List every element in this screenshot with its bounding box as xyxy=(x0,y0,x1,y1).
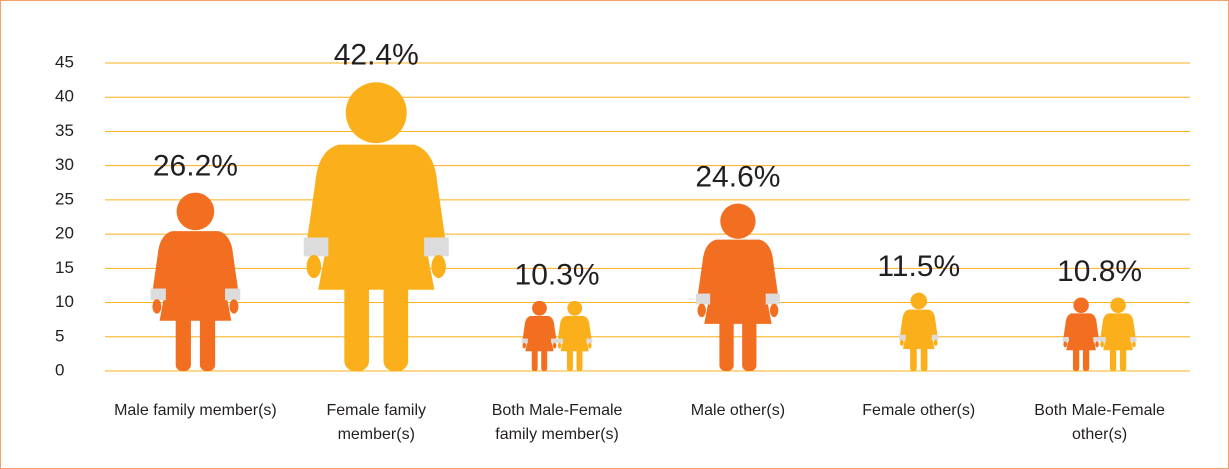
leg xyxy=(920,345,928,371)
person-icon xyxy=(1062,297,1100,371)
sleeve xyxy=(899,334,906,340)
sleeve xyxy=(150,288,166,301)
hand xyxy=(552,342,557,349)
body xyxy=(557,316,592,352)
head xyxy=(910,292,928,310)
x-tick-label: Female family member(s) xyxy=(326,402,427,443)
head xyxy=(532,300,547,316)
leg xyxy=(199,313,216,371)
y-tick-label: 40 xyxy=(55,87,74,106)
leg xyxy=(541,348,548,371)
y-tick-label: 35 xyxy=(55,121,74,140)
x-tick-label: Both Male-Female family member(s) xyxy=(491,402,623,443)
hand xyxy=(557,342,562,349)
leg xyxy=(1072,347,1080,371)
hand xyxy=(1063,341,1068,348)
value-label: 10.3% xyxy=(515,258,600,291)
hand xyxy=(1132,341,1136,348)
leg xyxy=(576,348,583,371)
y-tick-label: 10 xyxy=(55,292,74,311)
head xyxy=(345,82,407,144)
sleeve xyxy=(931,334,939,340)
person-icon xyxy=(303,82,449,371)
person-icon xyxy=(557,300,593,371)
sleeve xyxy=(586,338,593,344)
hand xyxy=(1100,341,1105,348)
body xyxy=(306,144,446,290)
head xyxy=(1110,297,1126,313)
body xyxy=(899,309,938,349)
hand xyxy=(152,299,162,314)
sleeve xyxy=(1099,336,1106,342)
hand xyxy=(769,303,779,318)
y-tick-label: 20 xyxy=(55,224,74,243)
sleeve xyxy=(424,237,449,257)
hand xyxy=(522,342,527,349)
leg xyxy=(719,317,734,371)
person-icon xyxy=(1099,297,1137,371)
leg xyxy=(910,345,917,371)
y-tick-label: 25 xyxy=(55,189,74,208)
hand xyxy=(1095,341,1099,348)
leg xyxy=(1082,347,1090,371)
head xyxy=(720,203,756,239)
x-tick-label: Female other(s) xyxy=(862,402,976,419)
person-icon xyxy=(521,300,558,371)
y-tick-label: 45 xyxy=(55,52,74,71)
sleeve xyxy=(695,293,711,305)
person-icon xyxy=(150,192,241,371)
body xyxy=(152,231,239,321)
leg xyxy=(1119,347,1127,371)
hand xyxy=(431,254,446,279)
leg xyxy=(344,278,369,371)
y-tick-label: 30 xyxy=(55,155,74,174)
head xyxy=(567,300,583,316)
person-icon xyxy=(695,203,781,371)
leg xyxy=(566,348,573,371)
hand xyxy=(933,339,938,346)
sleeve xyxy=(225,288,241,301)
sleeve xyxy=(1062,336,1069,342)
hand xyxy=(697,303,706,318)
body xyxy=(1100,313,1136,351)
hand xyxy=(306,254,322,279)
leg xyxy=(175,313,191,371)
sleeve xyxy=(1093,336,1100,342)
sleeve xyxy=(765,293,781,305)
value-label: 24.6% xyxy=(695,161,780,194)
body xyxy=(1063,313,1099,351)
hand xyxy=(588,342,592,349)
sleeve xyxy=(557,338,564,344)
x-tick-label: Both Male-Female other(s) xyxy=(1034,402,1165,443)
x-tick-label: Male other(s) xyxy=(690,402,786,419)
value-label: 42.4% xyxy=(334,39,419,72)
y-tick-label: 0 xyxy=(55,360,64,379)
value-label: 10.8% xyxy=(1057,255,1142,288)
sleeve xyxy=(521,338,528,344)
sleeve xyxy=(303,237,329,257)
head xyxy=(1073,297,1089,313)
leg xyxy=(531,348,538,371)
y-tick-label: 5 xyxy=(55,326,64,345)
head xyxy=(176,192,215,231)
value-label: 26.2% xyxy=(153,150,238,183)
body xyxy=(697,239,779,324)
value-label: 11.5% xyxy=(877,250,960,283)
leg xyxy=(383,278,409,371)
sleeve xyxy=(551,338,558,344)
body xyxy=(522,316,557,352)
leg xyxy=(1109,347,1117,371)
hand xyxy=(899,339,904,346)
person-icon xyxy=(899,292,939,371)
hand xyxy=(229,299,239,314)
leg xyxy=(742,317,757,371)
y-tick-label: 15 xyxy=(55,258,74,277)
sleeve xyxy=(1130,336,1137,342)
x-tick-label: Male family member(s) xyxy=(114,402,277,419)
